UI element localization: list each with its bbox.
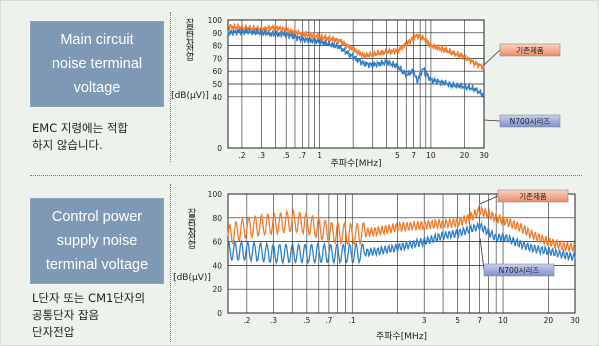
legend-box (497, 189, 569, 203)
x-axis-label: 주파수[MHz] (330, 158, 381, 169)
y-tick-label: 70 (212, 54, 222, 63)
x-tick-label: 20 (544, 316, 554, 325)
legend-leader (479, 237, 485, 271)
y-axis-label-char: 단 (186, 32, 194, 43)
panel-title-line: supply noise (56, 233, 138, 249)
panel-description: EMC 지령에는 적합 하지 않습니다. (32, 120, 128, 154)
panel-description-line: 하지 않습니다. (32, 138, 103, 152)
y-axis-label-char: 음 (186, 25, 194, 36)
series-line-existing (227, 205, 576, 253)
x-tick-label: 10 (498, 316, 508, 325)
x-tick-label: 5 (455, 316, 460, 325)
x-axis-label: 주파수[MHz] (376, 331, 427, 342)
legend-label: N700시리즈 (510, 117, 551, 126)
x-tick-label: .2 (243, 316, 250, 325)
y-tick-label: 40 (212, 261, 222, 270)
vertical-divider (170, 184, 171, 342)
y-axis-label-char: 음 (188, 214, 196, 225)
panel-control-power: Control power supply noise terminal volt… (0, 172, 599, 344)
legend-box (499, 43, 561, 57)
y-axis-unit: [dB(μV)] (173, 273, 211, 283)
panel-title-line: Main circuit (60, 32, 134, 48)
x-tick-label: .7 (325, 316, 332, 325)
x-tick-label: .2 (238, 151, 245, 160)
y-axis-label-char: 전 (188, 234, 196, 245)
y-tick-label: 20 (212, 285, 222, 294)
panel-description: L단자 또는 CM1단자의 공통단자 잡음 단자전압 (32, 290, 145, 341)
y-axis-label-char: 단 (188, 221, 196, 232)
series-line-n700 (227, 27, 485, 98)
panel-description-line: 단자전압 (32, 325, 75, 339)
x-tick-label: 5 (395, 151, 400, 160)
y-tick-label: 50 (212, 80, 222, 89)
y-axis-label-char: 압 (188, 239, 196, 251)
legend-label: 기존제품 (519, 192, 547, 201)
panel-title-line: Control power (51, 209, 143, 225)
series-line-n700 (227, 221, 576, 266)
y-tick-label: 0 (217, 144, 222, 153)
y-tick-label: 40 (212, 93, 222, 102)
y-axis-label-char: 자 (188, 227, 197, 238)
series-line-existing (227, 22, 485, 71)
y-tick-label: 60 (212, 67, 222, 76)
panel-title-badge: Control power supply noise terminal volt… (30, 198, 164, 284)
x-tick-label: .5 (283, 151, 290, 160)
panel-description-line: 공통단자 잡음 (32, 308, 100, 322)
y-tick-label: 80 (212, 42, 222, 51)
x-tick-label: .1 (349, 316, 356, 325)
panel-title-line: noise terminal (51, 56, 143, 72)
x-tick-label: 1 (317, 151, 322, 160)
x-tick-label: 7 (411, 151, 416, 160)
y-tick-label: 0 (217, 309, 222, 318)
y-axis-label-char: 잡 (188, 207, 196, 219)
x-tick-label: .7 (299, 151, 306, 160)
legend-leader (479, 195, 499, 205)
legend-label: N700시리즈 (499, 266, 540, 275)
y-tick-label: 80 (212, 214, 222, 223)
legend-leader (483, 49, 501, 66)
x-tick-label: .3 (270, 316, 277, 325)
panel-title-line: terminal voltage (45, 257, 149, 273)
legend-box (499, 114, 561, 128)
legend-label: 기존제품 (516, 46, 544, 55)
legend-leader (483, 119, 501, 122)
plot-area (227, 193, 576, 314)
x-tick-label: 7 (477, 316, 482, 325)
y-axis-unit: [dB(μV)] (171, 91, 209, 101)
x-tick-label: 30 (479, 151, 489, 160)
vertical-divider (170, 12, 171, 162)
x-tick-label: .5 (303, 316, 310, 325)
horizontal-divider (30, 175, 582, 176)
y-tick-label: 100 (208, 16, 223, 25)
y-tick-label: 100 (208, 190, 223, 199)
x-tick-label: 30 (570, 316, 580, 325)
y-tick-label: 90 (212, 29, 222, 38)
y-axis-label-char: 잡 (186, 17, 194, 29)
y-axis-label-char: 압 (186, 51, 194, 63)
legend-box (483, 263, 555, 277)
panel-title-line: voltage (73, 80, 121, 96)
y-tick-label: 60 (212, 238, 222, 247)
x-tick-label: 3 (422, 316, 427, 325)
panel-main-circuit: Main circuit noise terminal voltage EMC … (0, 0, 599, 172)
panel-description-line: L단자 또는 CM1단자의 (32, 291, 146, 305)
x-tick-label: 20 (460, 151, 470, 160)
panel-title-badge: Main circuit noise terminal voltage (30, 21, 164, 107)
panel-description-line: EMC 지령에는 적합 (32, 121, 129, 135)
x-tick-label: 10 (426, 151, 436, 160)
x-tick-label: .3 (258, 151, 265, 160)
y-axis-label-char: 전 (186, 45, 194, 56)
y-axis-label-char: 자 (186, 38, 195, 49)
